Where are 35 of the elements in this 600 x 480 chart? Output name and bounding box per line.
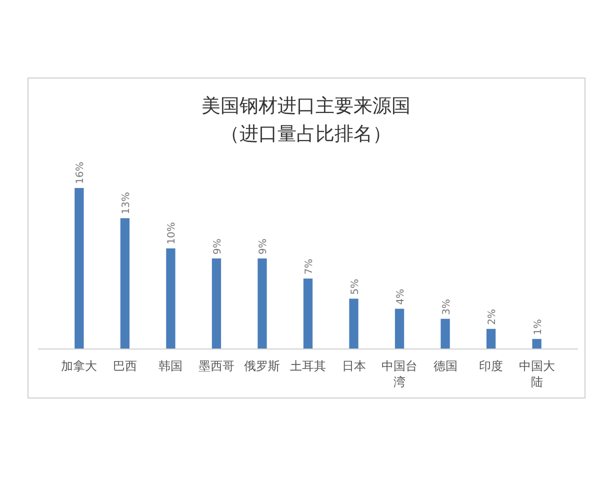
chart-title: 美国钢材进口主要来源国 [202, 95, 410, 117]
x-tick-label: 印度 [479, 359, 504, 373]
bar [258, 258, 267, 349]
data-label: 4% [396, 288, 407, 305]
x-tick-label: 德国 [433, 359, 458, 373]
x-tick-label: 俄罗斯 [244, 359, 280, 373]
x-tick-label: 巴西 [112, 359, 137, 373]
bar [303, 278, 313, 349]
data-label: 9% [258, 238, 270, 254]
data-label: 3% [441, 298, 452, 315]
data-label: 7% [304, 258, 315, 275]
data-label: 1% [532, 319, 544, 335]
data-label: 2% [487, 309, 498, 325]
x-tick-label: 中国大陆 [518, 359, 555, 389]
bar [394, 308, 404, 349]
bar [486, 328, 496, 349]
bar [74, 188, 84, 349]
x-tick-label: 土耳其 [290, 359, 326, 373]
bar [166, 248, 176, 349]
x-tick-label: 中国台湾 [382, 359, 418, 389]
chart-subtitle: （进口量占比排名） [220, 123, 392, 145]
data-label: 16% [75, 162, 86, 184]
x-tick-label: 墨西哥 [198, 359, 234, 373]
bar [120, 218, 130, 349]
data-label: 10% [166, 222, 178, 244]
bar [212, 258, 222, 349]
x-tick-label: 加拿大 [61, 359, 98, 373]
x-tick-label: 日本 [342, 359, 366, 373]
bar [532, 338, 542, 349]
data-label: 5% [350, 278, 361, 295]
bar [349, 298, 358, 349]
bar [440, 318, 450, 349]
data-label: 13% [120, 192, 132, 214]
x-tick-label: 韩国 [158, 359, 183, 373]
data-label: 9% [212, 238, 224, 254]
